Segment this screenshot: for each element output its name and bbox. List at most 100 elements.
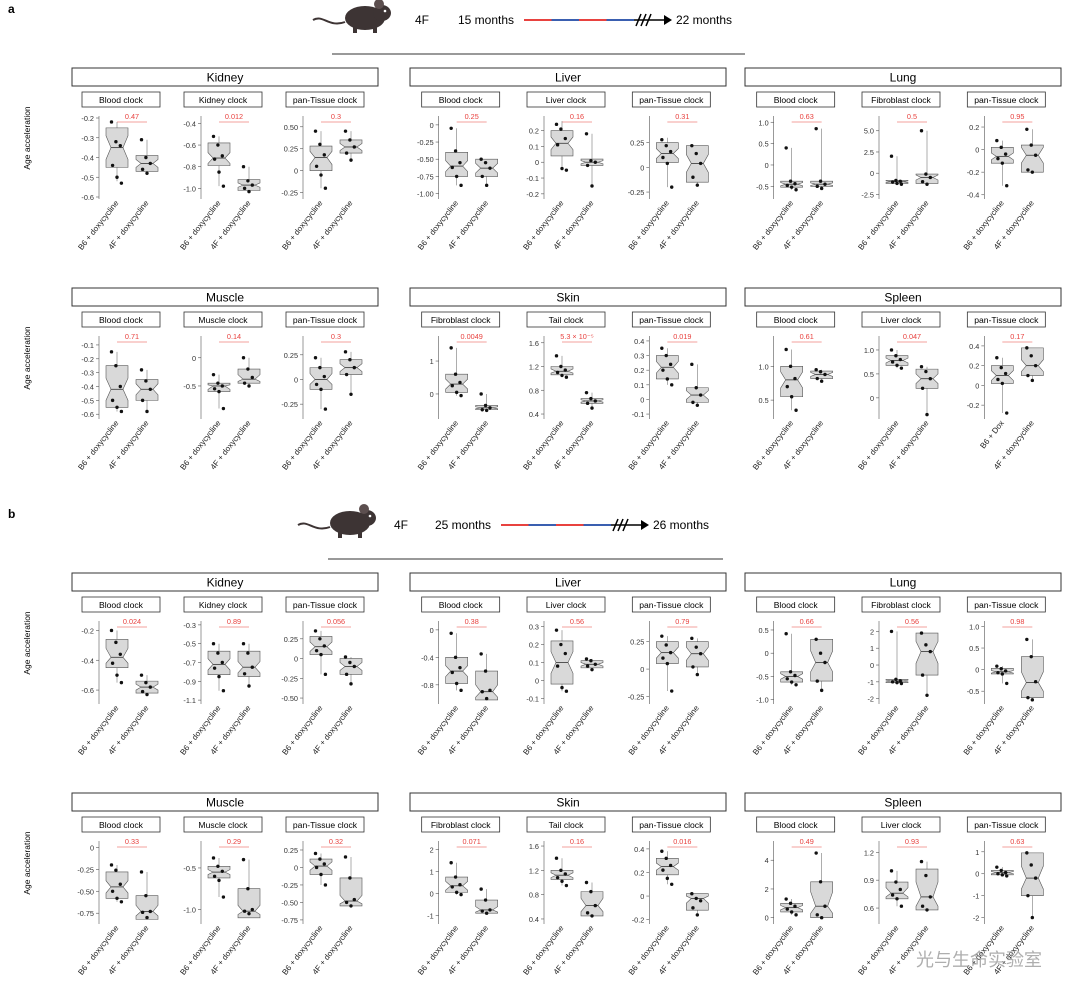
data-point <box>348 876 352 880</box>
y-tick-label: -0.5 <box>756 672 769 681</box>
data-point <box>110 163 115 168</box>
y-tick-label: -0.4 <box>421 653 434 662</box>
data-point <box>488 688 492 693</box>
y-tick-label: -0.3 <box>183 621 196 630</box>
p-value: 0.49 <box>800 837 814 846</box>
y-tick-label: -0.50 <box>77 887 94 896</box>
data-point <box>559 364 563 369</box>
data-point <box>894 677 898 682</box>
y-tick-label: 1 <box>430 868 434 877</box>
data-point <box>928 175 932 180</box>
data-point <box>668 863 673 868</box>
y-tick-label: 1.6 <box>529 842 539 851</box>
notched-box <box>475 899 498 914</box>
data-point <box>999 868 1003 873</box>
y-tick-label: -0.5 <box>756 182 769 191</box>
p-value: 0.17 <box>1010 332 1024 341</box>
clock-title: pan-Tissue clock <box>974 600 1039 610</box>
data-point <box>694 386 698 390</box>
data-point <box>698 652 703 656</box>
data-point <box>1026 168 1030 172</box>
clock-title-box <box>81 816 161 833</box>
data-point <box>1033 680 1038 684</box>
data-point <box>889 869 894 873</box>
data-point <box>818 179 823 183</box>
data-point <box>318 365 322 370</box>
data-point <box>789 185 794 189</box>
data-point <box>585 664 590 668</box>
y-tick-label: 0.2 <box>969 362 979 371</box>
y-tick-label: -0.25 <box>281 881 298 890</box>
data-point <box>819 915 824 920</box>
data-point <box>216 651 220 655</box>
y-tick-label: 0 <box>975 381 979 390</box>
data-point <box>788 179 793 183</box>
clock-title: Fibroblast clock <box>871 600 931 610</box>
data-point <box>1030 698 1035 702</box>
p-value: 0.25 <box>465 112 479 121</box>
data-point <box>319 173 323 177</box>
clock-title-box <box>285 91 365 108</box>
data-point <box>899 366 904 370</box>
data-point <box>593 160 597 164</box>
tissue-title: Skin <box>556 796 579 810</box>
notched-box <box>1021 144 1044 173</box>
clock-title: Blood clock <box>774 315 819 325</box>
data-point <box>895 363 899 367</box>
data-point <box>323 186 328 190</box>
data-point <box>479 392 483 396</box>
data-point <box>789 910 794 914</box>
y-tick-label: 0 <box>765 649 769 658</box>
data-point <box>928 376 932 381</box>
data-point <box>1025 637 1029 642</box>
p-value: 0.66 <box>800 617 814 626</box>
data-point <box>348 358 352 362</box>
tissue-title-box <box>409 287 727 307</box>
clock-title-box <box>861 91 941 108</box>
tissue-title: Liver <box>555 71 581 85</box>
mouse-tail <box>312 17 346 25</box>
y-tick-label: -1 <box>973 892 980 901</box>
data-point <box>661 368 665 372</box>
y-tick-label: -0.4 <box>81 383 94 392</box>
data-point <box>211 856 216 860</box>
data-point <box>247 189 251 194</box>
y-tick-label: 0 <box>640 163 644 172</box>
data-point <box>924 643 928 647</box>
data-point <box>217 878 221 883</box>
y-tick-label: 0 <box>294 375 298 384</box>
data-point <box>788 670 793 674</box>
data-point <box>145 409 149 414</box>
data-point <box>140 689 145 694</box>
data-point <box>246 367 250 371</box>
p-value: 0.016 <box>673 837 691 846</box>
data-point <box>664 856 668 861</box>
y-tick-label: 0 <box>535 676 539 685</box>
clock-title: pan-Tissue clock <box>639 95 704 105</box>
notched-box <box>991 147 1014 164</box>
y-tick-label: 0.4 <box>529 410 539 419</box>
y-tick-label: -0.6 <box>81 686 94 695</box>
data-point <box>484 183 489 188</box>
data-point <box>459 688 463 693</box>
clock-title-box <box>966 91 1046 108</box>
data-point <box>479 887 483 891</box>
data-point <box>140 910 145 915</box>
data-point <box>996 156 1000 161</box>
data-point <box>819 379 824 383</box>
notched-box <box>885 881 909 900</box>
data-point <box>247 911 251 916</box>
clock-title: Fibroblast clock <box>431 315 491 325</box>
data-point <box>250 183 254 187</box>
data-point <box>785 183 789 188</box>
tissue-title: Spleen <box>884 291 921 305</box>
data-point <box>1033 876 1038 880</box>
data-point <box>449 126 453 131</box>
data-point <box>221 689 226 693</box>
clock-title-box <box>183 311 263 328</box>
data-point <box>894 178 898 183</box>
clock-title: Blood clock <box>99 95 144 105</box>
data-point <box>560 166 564 171</box>
